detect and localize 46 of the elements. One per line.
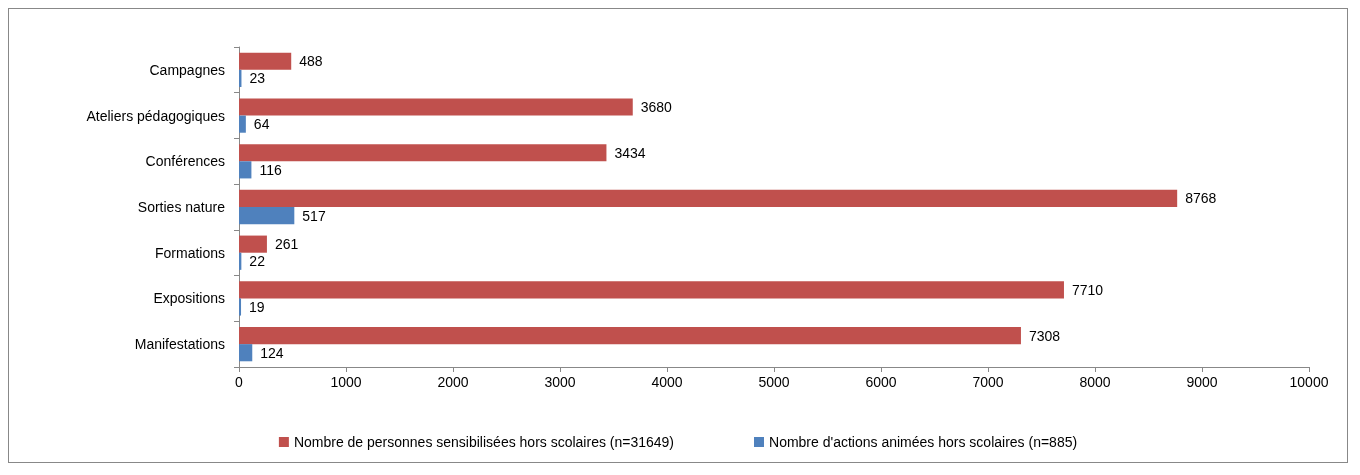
- bar: [239, 52, 292, 70]
- data-label: 517: [302, 207, 326, 224]
- bar: [239, 115, 246, 133]
- data-label: 7710: [1071, 281, 1104, 298]
- y-tick-label: Expositions: [153, 290, 225, 307]
- y-tick-label: Manifestations: [134, 336, 225, 353]
- legend-label: Nombre de personnes sensibilisées hors scolaires (n=31649): [293, 434, 675, 450]
- legend-label: Nombre d'actions animées hors scolaires (n=885): [769, 434, 1078, 450]
- bar: [239, 327, 1021, 345]
- bar: [239, 281, 1064, 299]
- data-label: 19: [249, 299, 265, 315]
- data-label: 488: [299, 53, 323, 70]
- bar: [239, 235, 267, 253]
- data-label: 7308: [1028, 327, 1061, 344]
- x-tick-label: 1000: [330, 374, 362, 390]
- bar: [239, 207, 295, 225]
- bar: [239, 161, 252, 179]
- x-tick-label: 9000: [1186, 374, 1218, 390]
- data-label: 23: [249, 70, 266, 87]
- x-tick-label: 5000: [758, 374, 790, 390]
- x-tick-label: 3000: [544, 374, 576, 390]
- x-tick-label: 0: [235, 374, 244, 390]
- data-label: 3680: [640, 99, 673, 115]
- bar: [239, 344, 253, 362]
- data-label: 3434: [614, 144, 646, 161]
- y-tick-label: Campagnes: [149, 61, 225, 78]
- y-tick-label: Formations: [154, 244, 225, 261]
- data-label: 8768: [1185, 190, 1217, 207]
- x-tick-label: 4000: [651, 374, 683, 390]
- bar: [239, 144, 607, 162]
- bar: [239, 98, 633, 116]
- x-tick-label: 7000: [972, 374, 1004, 390]
- y-tick-label: Conférences: [145, 153, 225, 170]
- y-tick-label: Sorties nature: [137, 199, 226, 215]
- data-label: 116: [259, 161, 282, 178]
- data-label: 64: [253, 116, 270, 133]
- x-tick-label: 2000: [437, 374, 469, 390]
- bar: [239, 298, 242, 316]
- data-label: 22: [249, 253, 266, 270]
- bar: [239, 189, 1178, 207]
- data-label: 124: [260, 344, 284, 361]
- x-tick-label: 6000: [865, 374, 897, 390]
- data-label: 261: [274, 236, 299, 253]
- y-tick-label: Ateliers pédagogiques: [86, 107, 225, 124]
- x-tick-label: 10000: [1289, 374, 1329, 390]
- x-tick-label: 8000: [1079, 374, 1111, 390]
